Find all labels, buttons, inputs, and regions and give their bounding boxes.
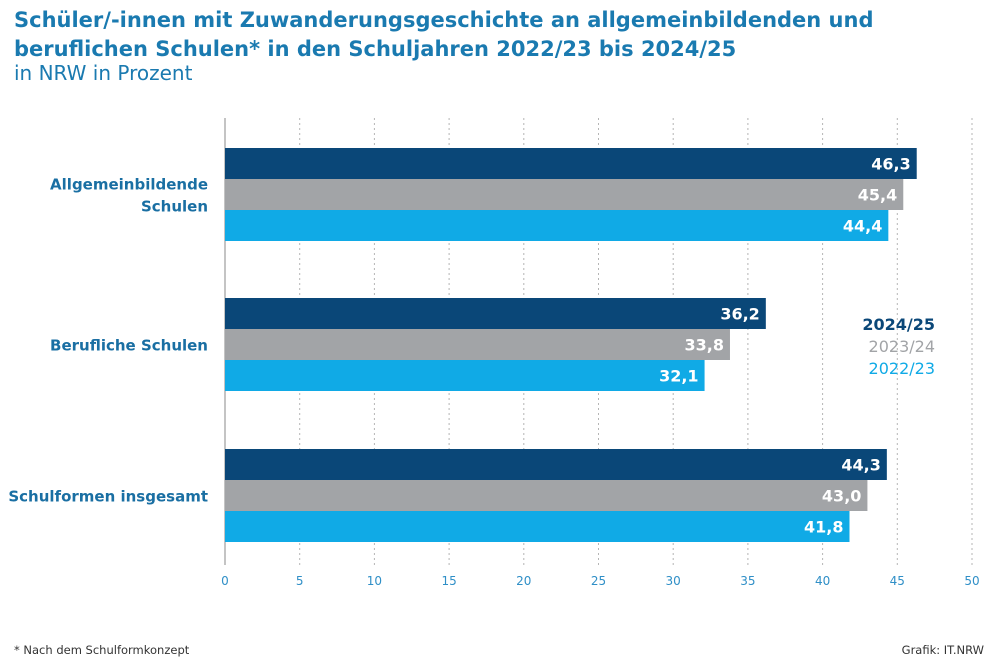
legend-entry: 2024/25 — [862, 315, 935, 334]
x-tick-label: 50 — [964, 574, 979, 588]
bar — [225, 360, 705, 391]
source-credit: Grafik: IT.NRW — [901, 643, 984, 657]
bar — [225, 179, 904, 210]
footnote: * Nach dem Schulformkonzept — [14, 643, 190, 657]
x-tick-label: 45 — [890, 574, 905, 588]
bar — [225, 329, 730, 360]
bar — [225, 298, 766, 329]
bar — [225, 449, 887, 480]
x-tick-label: 35 — [740, 574, 755, 588]
x-tick-label: 40 — [815, 574, 830, 588]
x-tick-label: 20 — [516, 574, 531, 588]
legend-entry: 2022/23 — [869, 359, 935, 378]
data-label: 44,3 — [841, 456, 880, 475]
data-label: 46,3 — [871, 155, 910, 174]
data-label: 41,8 — [804, 518, 843, 537]
chart-subtitle: in NRW in Prozent — [14, 61, 193, 85]
x-tick-label: 10 — [367, 574, 382, 588]
data-label: 43,0 — [822, 487, 861, 506]
data-label: 44,4 — [843, 217, 882, 236]
x-tick-label: 25 — [591, 574, 606, 588]
x-tick-label: 5 — [296, 574, 304, 588]
data-label: 45,4 — [858, 186, 897, 205]
x-tick-label: 0 — [221, 574, 229, 588]
category-label: Allgemeinbildende — [50, 176, 208, 194]
bar — [225, 148, 917, 179]
legend-entry: 2023/24 — [869, 337, 935, 356]
data-label: 33,8 — [684, 336, 723, 355]
category-label: Berufliche Schulen — [50, 337, 208, 355]
x-tick-label: 30 — [666, 574, 681, 588]
bar — [225, 480, 868, 511]
chart-title: Schüler/-innen mit Zuwanderungsgeschicht… — [14, 8, 874, 61]
category-label: Schulen — [141, 198, 208, 216]
bar — [225, 210, 889, 241]
data-label: 36,2 — [720, 305, 759, 324]
x-tick-label: 15 — [441, 574, 456, 588]
bar — [225, 511, 850, 542]
category-label: Schulformen insgesamt — [8, 488, 208, 506]
data-label: 32,1 — [659, 367, 698, 386]
